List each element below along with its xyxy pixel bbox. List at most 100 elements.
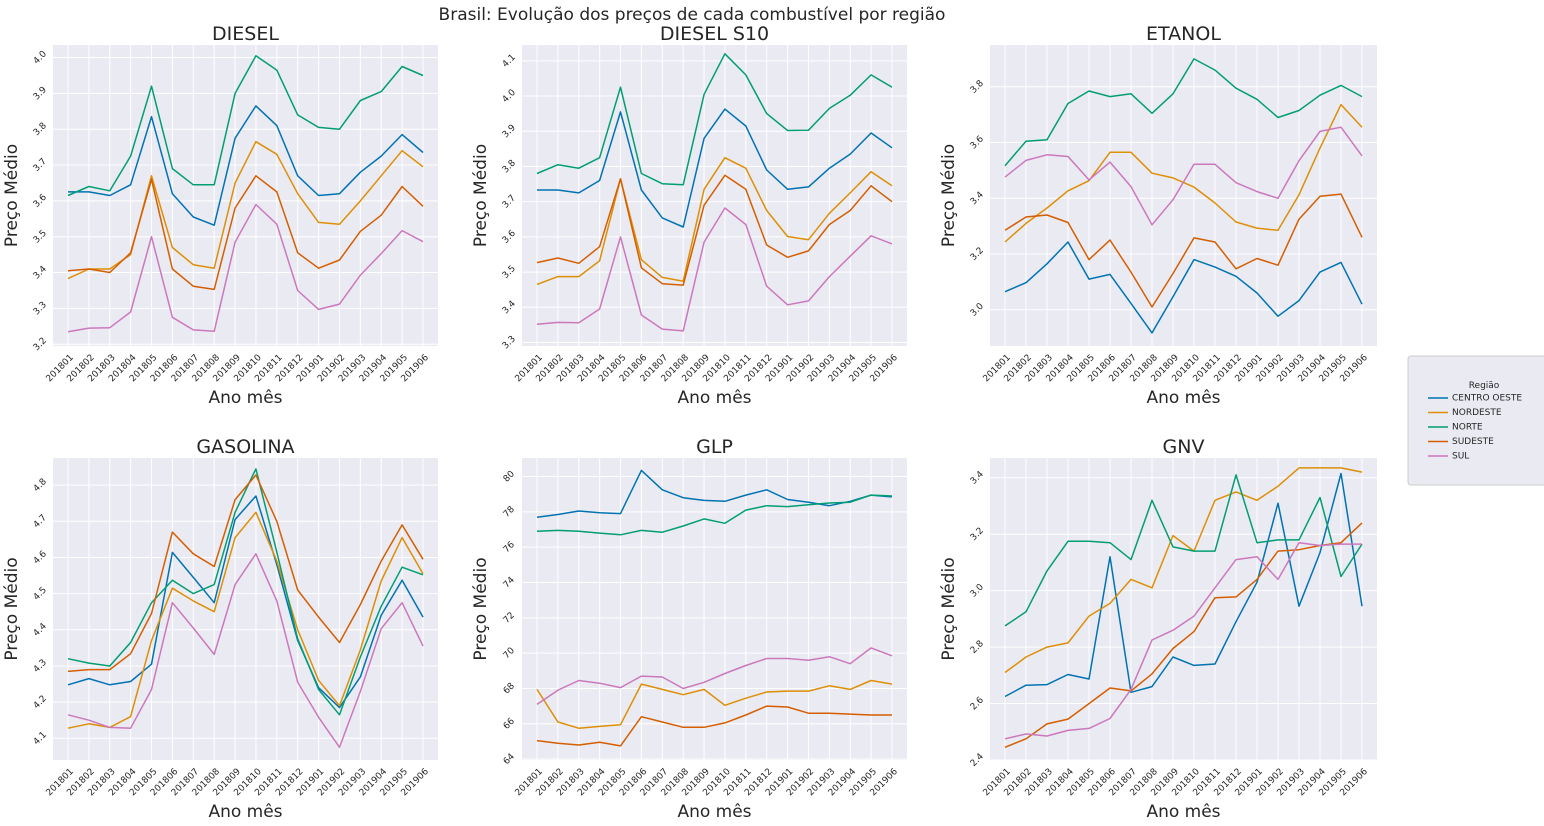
y-tick-label: 3.3 — [32, 300, 49, 317]
y-tick-label: 2.6 — [969, 695, 986, 712]
series-line-nordeste — [536, 679, 893, 729]
series-line-norte — [67, 468, 424, 716]
legend-label: SUDESTE — [1452, 437, 1494, 447]
y-tick-label: 4.4 — [32, 621, 49, 638]
x-axis-label: Ano mês — [208, 388, 282, 408]
y-tick-label: 2.4 — [969, 752, 986, 769]
subplot-title: DIESEL — [212, 23, 279, 45]
chart-etanol: 3.03.23.43.63.82018012018022018032018042… — [939, 23, 1377, 408]
y-tick-label: 3.4 — [969, 190, 986, 207]
y-tick-label: 3.3 — [501, 334, 518, 351]
y-axis-label: Preço Médio — [471, 144, 491, 247]
y-tick-label: 3.5 — [501, 264, 518, 281]
y-tick-label: 3.4 — [969, 469, 986, 486]
series-line-norte — [1004, 58, 1363, 167]
legend-label: NORDESTE — [1452, 408, 1502, 418]
series-line-sul — [536, 207, 893, 332]
y-tick-label: 3.0 — [969, 582, 986, 599]
y-tick-label: 70 — [502, 646, 517, 661]
series-line-sudeste — [67, 474, 424, 673]
series-line-sudeste — [67, 175, 424, 291]
y-axis-label: Preço Médio — [939, 144, 959, 247]
y-tick-label: 66 — [502, 716, 517, 731]
series-line-norte — [536, 494, 893, 536]
y-tick-label: 4.2 — [32, 694, 49, 711]
y-tick-label: 4.1 — [501, 53, 518, 70]
y-tick-label: 3.6 — [501, 228, 518, 245]
subplot-title: ETANOL — [1146, 23, 1221, 45]
y-tick-label: 4.0 — [32, 49, 49, 66]
series-line-sul — [536, 647, 893, 706]
y-tick-label: 64 — [502, 752, 517, 767]
plot-background — [990, 458, 1377, 760]
y-tick-label: 3.2 — [32, 336, 49, 353]
series-line-centro-oeste — [536, 469, 893, 518]
y-tick-label: 4.5 — [32, 585, 49, 602]
y-axis-label: Preço Médio — [471, 557, 491, 660]
y-tick-label: 3.9 — [501, 123, 518, 140]
y-tick-label: 3.7 — [501, 193, 518, 210]
legend-box — [1407, 355, 1544, 486]
chart-gasolina: 4.14.24.34.44.54.64.74.82018012018022018… — [2, 436, 438, 822]
series-line-norte — [1004, 474, 1363, 627]
y-tick-label: 68 — [502, 681, 517, 696]
subplot-title: GNV — [1163, 436, 1205, 458]
y-tick-label: 3.4 — [32, 264, 49, 281]
y-tick-label: 3.2 — [969, 246, 986, 263]
x-axis-label: Ano mês — [677, 388, 751, 408]
y-axis-label: Preço Médio — [2, 144, 22, 247]
plot-background — [522, 458, 907, 760]
series-line-norte — [67, 55, 424, 197]
legend: Região CENTRO OESTE NORDESTE NORTE SUDESTE SU… — [1407, 355, 1544, 486]
series-line-centro-oeste — [68, 105, 424, 226]
series-line-centro-oeste — [537, 108, 893, 228]
plot-background — [990, 45, 1377, 346]
subplot-title: DIESEL S10 — [660, 23, 769, 45]
y-tick-label: 3.5 — [32, 228, 49, 245]
series-line-sul — [67, 553, 424, 749]
y-tick-label: 4.6 — [32, 549, 49, 566]
y-tick-label: 72 — [502, 611, 517, 626]
y-tick-label: 3.8 — [32, 121, 49, 138]
y-tick-label: 4.7 — [32, 513, 49, 530]
y-tick-label: 74 — [502, 575, 517, 590]
y-tick-label: 3.0 — [969, 301, 986, 318]
subplot-title: GLP — [696, 436, 733, 458]
chart-diesel-s10: 3.33.43.53.63.73.83.94.04.12018012018022… — [471, 23, 907, 408]
series-line-sul — [1004, 541, 1362, 740]
y-tick-label: 80 — [502, 469, 517, 484]
chart-gnv: 2.42.62.83.03.23.42018012018022018032018… — [939, 436, 1377, 822]
y-tick-label: 3.6 — [32, 192, 49, 209]
y-tick-label: 2.8 — [969, 639, 986, 656]
y-tick-label: 3.8 — [501, 158, 518, 175]
plot-background — [522, 45, 907, 346]
series-line-centro-oeste — [1004, 472, 1363, 698]
x-axis-label: Ano mês — [677, 802, 751, 822]
y-tick-label: 3.7 — [32, 157, 49, 174]
y-tick-label: 78 — [502, 504, 517, 519]
series-line-norte — [536, 53, 893, 186]
y-tick-label: 4.0 — [501, 88, 518, 105]
legend-label: SUL — [1452, 452, 1469, 462]
y-tick-label: 4.8 — [32, 477, 49, 494]
y-tick-label: 3.4 — [501, 299, 518, 316]
y-tick-label: 4.3 — [32, 658, 49, 675]
series-line-centro-oeste — [1004, 241, 1363, 334]
series-line-sudeste — [1004, 522, 1363, 748]
y-tick-label: 3.8 — [969, 78, 986, 95]
series-line-sul — [1004, 126, 1363, 226]
series-line-centro-oeste — [67, 495, 424, 709]
series-line-nordeste — [1004, 467, 1363, 674]
y-tick-label: 3.9 — [32, 85, 49, 102]
series-line-nordeste — [536, 156, 893, 286]
x-axis-label: Ano mês — [1146, 388, 1220, 408]
figure-title: Brasil: Evolução dos preços de cada comb… — [438, 5, 946, 25]
x-axis-label: Ano mês — [1146, 802, 1220, 822]
chart-glp: 6466687072747678802018012018022018032018… — [471, 436, 907, 822]
series-line-sul — [67, 203, 424, 333]
series-line-sudeste — [536, 174, 893, 286]
y-tick-label: 4.1 — [32, 730, 49, 747]
x-axis-label: Ano mês — [208, 802, 282, 822]
legend-title: Região — [1469, 381, 1500, 391]
